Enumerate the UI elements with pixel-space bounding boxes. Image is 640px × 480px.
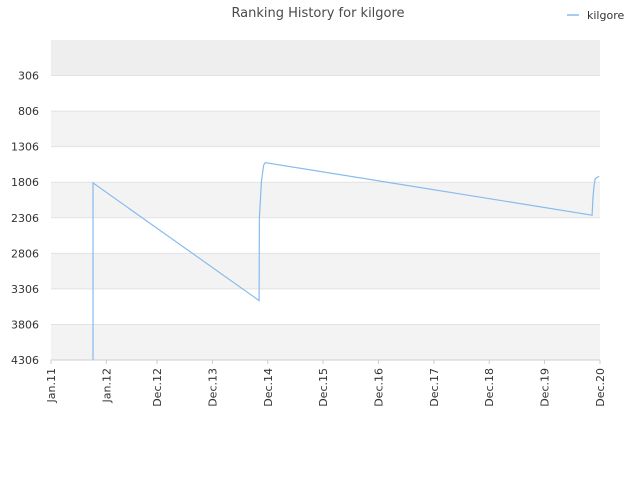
plot-band xyxy=(51,111,600,147)
x-tick-label: Dec.16 xyxy=(373,368,386,407)
x-tick-label: Dec.12 xyxy=(151,368,164,407)
plot-band xyxy=(51,182,600,218)
legend-label-kilgore: kilgore xyxy=(587,9,624,22)
x-tick-label: Jan.11 xyxy=(45,368,58,403)
x-tick-label: Dec.18 xyxy=(483,368,496,407)
plot-band xyxy=(51,288,600,325)
plot-background-bands xyxy=(51,40,600,360)
series-line-kilgore xyxy=(92,161,600,360)
y-tick-label: 3806 xyxy=(11,318,39,331)
x-tick-label: Dec.15 xyxy=(317,368,330,407)
y-tick-labels: 306 806 1306 1806 2306 2806 3306 3806 4306 xyxy=(11,70,39,367)
chart-title: Ranking History for kilgore xyxy=(231,6,404,21)
x-tick-label: Jan.12 xyxy=(100,368,113,403)
y-tick-label: 2806 xyxy=(11,247,39,260)
y-tick-label: 3306 xyxy=(11,283,39,296)
plot-band xyxy=(51,253,600,289)
x-tick-label: Dec.14 xyxy=(262,368,275,407)
x-tick-labels: Jan.11 Jan.12 Dec.12 Dec.13 Dec.14 Dec.15 Dec.… xyxy=(45,360,607,407)
y-tick-label: 306 xyxy=(18,70,39,83)
plot-band xyxy=(51,217,600,254)
x-tick-label: Dec.13 xyxy=(206,368,219,407)
y-tick-label: 4306 xyxy=(11,354,39,367)
plot-band xyxy=(51,324,600,360)
y-tick-label: 806 xyxy=(18,105,39,118)
plot-band xyxy=(51,146,600,183)
legend: kilgore xyxy=(567,9,624,22)
x-tick-label: Dec.17 xyxy=(428,368,441,407)
y-tick-label: 1306 xyxy=(11,141,39,154)
x-tick-label: Dec.20 xyxy=(594,368,607,407)
y-tick-label: 1806 xyxy=(11,176,39,189)
plot-band xyxy=(51,40,600,76)
x-tick-label: Dec.19 xyxy=(539,368,552,407)
plot-band xyxy=(51,75,600,112)
y-tick-label: 2306 xyxy=(11,212,39,225)
